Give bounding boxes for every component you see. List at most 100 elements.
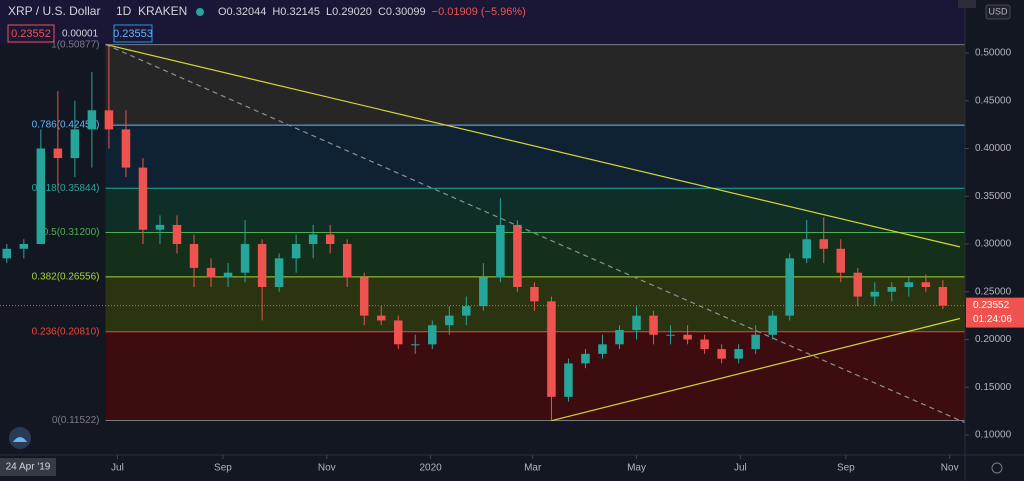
candle-body <box>393 320 403 345</box>
last-price: 0.23552 <box>973 300 1010 311</box>
candle-body <box>530 287 539 302</box>
fib-band <box>105 188 966 233</box>
y-tick-label: 0.25000 <box>975 286 1012 297</box>
candle-body <box>581 353 590 364</box>
fib-label: 0.618(0.35844) <box>32 183 100 194</box>
candle-body <box>87 110 97 130</box>
candle-body <box>836 248 846 273</box>
candle-body <box>547 301 556 397</box>
candle-body <box>785 258 794 316</box>
candle-body <box>411 344 420 346</box>
candle-body <box>445 315 454 326</box>
candle-body <box>70 129 80 159</box>
exchange: KRAKEN <box>138 4 187 18</box>
candle-body <box>138 167 148 230</box>
candle-body <box>19 244 29 249</box>
candle-body <box>189 244 199 268</box>
candle-body <box>632 315 641 330</box>
candle-body <box>479 277 488 307</box>
candle-body <box>121 129 131 168</box>
logo-mark <box>13 437 27 442</box>
fib-label: 0.5(0.31200) <box>43 227 100 238</box>
candle-body <box>513 224 522 288</box>
zoom-button[interactable] <box>958 0 976 8</box>
candle-body <box>853 272 863 297</box>
ask-price: 0.23553 <box>113 28 153 40</box>
candle-body <box>223 272 233 278</box>
currency-box[interactable] <box>985 4 1011 20</box>
spread: 0.00001 <box>62 29 99 40</box>
candle-body <box>172 224 182 245</box>
candle-body <box>751 334 760 350</box>
x-tick-label: Mar <box>524 463 542 474</box>
ask-box[interactable] <box>113 24 153 43</box>
x-tick-label: Jul <box>734 463 747 474</box>
x-tick-label: Nov <box>941 463 959 474</box>
ohlc-value: O0.32044 <box>218 6 266 18</box>
x-tick-label: May <box>627 463 646 474</box>
y-tick-label: 0.15000 <box>975 382 1012 393</box>
ohlc-value: −0.01909 (−5.96%) <box>432 6 526 18</box>
bid-box[interactable] <box>7 24 55 43</box>
symbol: XRP / U.S. Dollar <box>8 4 100 18</box>
candle-body <box>921 282 931 288</box>
y-tick-label: 0.10000 <box>975 430 1012 441</box>
candle-body <box>155 224 165 230</box>
fib-band <box>105 276 966 332</box>
top-band <box>0 0 965 45</box>
candle-body <box>104 110 114 130</box>
candle-body <box>887 287 897 292</box>
trend-line <box>105 43 961 248</box>
candle-body <box>257 244 267 288</box>
fib-label: 0.236(0.20810) <box>32 326 100 337</box>
currency: USD <box>988 6 1008 16</box>
fib-label: 0(0.11522) <box>52 415 100 426</box>
y-tick-label: 0.35000 <box>975 191 1012 202</box>
candle-body <box>376 315 386 321</box>
x-tick-label: Nov <box>318 463 336 474</box>
candle-body <box>615 329 624 345</box>
x-tick-label: Jul <box>111 463 124 474</box>
crosshair-date: 24 Apr '19 <box>6 462 51 473</box>
fib-band <box>105 44 966 126</box>
candle-body <box>598 344 607 354</box>
y-tick-label: 0.20000 <box>975 334 1012 345</box>
candle-body <box>564 363 573 397</box>
candle-body <box>717 349 726 359</box>
y-tick-label: 0.50000 <box>975 48 1012 59</box>
candle-body <box>325 234 335 245</box>
candle-body <box>206 267 216 278</box>
interval: 1D <box>116 4 132 18</box>
candle-body <box>683 334 692 340</box>
x-tick-label: Sep <box>214 463 232 474</box>
candle-body <box>870 291 880 297</box>
candle-body <box>496 224 505 278</box>
candle-body <box>2 248 12 259</box>
candle-body <box>819 239 828 249</box>
candle-body <box>53 148 63 159</box>
fib-label: 0.382(0.26556) <box>32 272 100 283</box>
fib-band <box>105 331 966 421</box>
ohlc-value: C0.30099 <box>378 6 426 18</box>
candle-body <box>649 315 658 335</box>
candle-body <box>428 325 437 345</box>
candle-body <box>274 258 284 288</box>
candle-body <box>768 315 777 335</box>
ohlc-value: L0.29020 <box>326 6 372 18</box>
y-tick-label: 0.30000 <box>975 239 1012 250</box>
fib-label: 1(0.50877) <box>51 39 99 50</box>
trend-line <box>105 43 966 424</box>
candle-body <box>700 339 709 350</box>
x-tick-label: Sep <box>837 463 855 474</box>
crosshair-date-box <box>0 458 56 476</box>
candle-body <box>802 239 811 259</box>
candle-body <box>462 306 471 316</box>
countdown: 01:24:06 <box>973 314 1012 325</box>
bid-price: 0.23552 <box>11 28 51 40</box>
fib-band <box>105 232 966 277</box>
settings-icon[interactable] <box>991 462 1003 474</box>
candle-body <box>904 282 914 288</box>
y-tick-label: 0.40000 <box>975 143 1012 154</box>
candle-body <box>342 244 352 278</box>
